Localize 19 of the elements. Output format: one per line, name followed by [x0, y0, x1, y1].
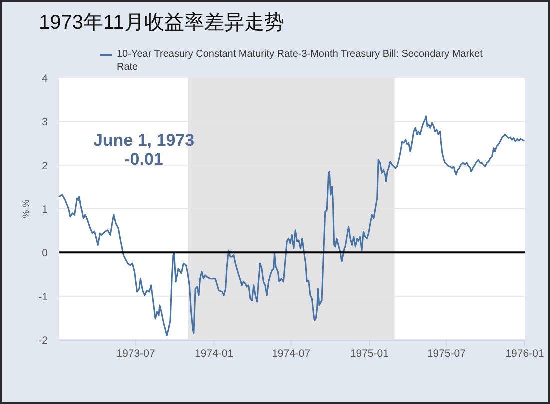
y-tick-label: -1: [38, 291, 48, 304]
chart-title: 1973年11月收益率差异走势: [39, 11, 284, 36]
y-tick-label: 4: [42, 73, 48, 85]
annotation: -0.01: [124, 150, 164, 169]
y-tick-label: 3: [42, 116, 48, 129]
x-tick-label: 1974-01: [195, 348, 234, 360]
y-tick-label: 1: [42, 204, 48, 216]
x-tick-label: 1973-07: [116, 348, 156, 360]
y-tick-label: 0: [42, 248, 48, 260]
annotation: June 1, 1973: [93, 131, 195, 150]
legend-label: 10-Year Treasury Constant Maturity Rate-3-Month Treasury Bill: Secondary Market Rate: [117, 48, 484, 74]
x-tick-label: 1976-01: [506, 348, 544, 360]
x-tick-label: 1975-07: [427, 348, 466, 360]
y-tick-label: -2: [38, 335, 48, 347]
x-tick-label: 1974-07: [272, 348, 311, 360]
x-tick-label: 1975-01: [350, 348, 390, 360]
y-axis-title: % %: [21, 200, 31, 218]
line-series: [58, 116, 525, 336]
y-tick-label: 2: [42, 160, 48, 172]
